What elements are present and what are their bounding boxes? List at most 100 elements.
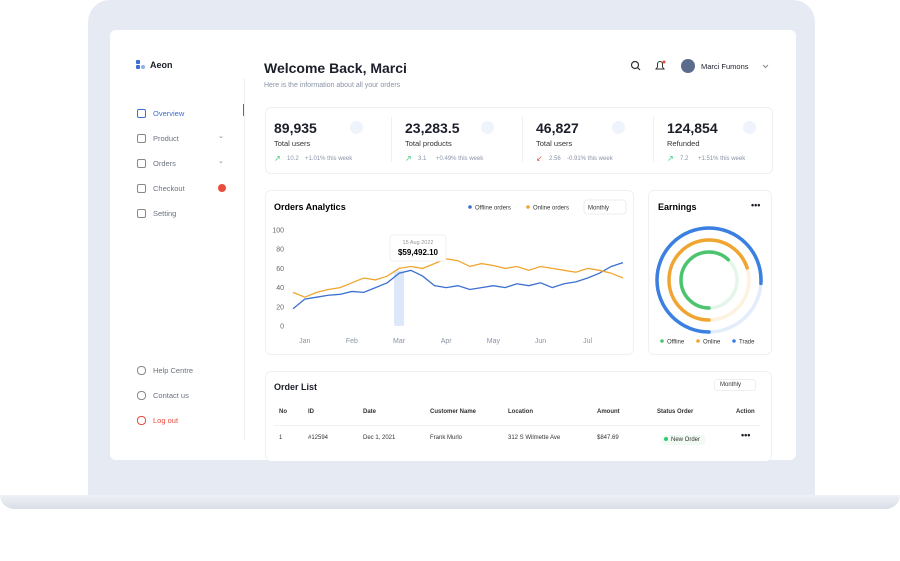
table-cell: Dec 1, 2021: [363, 435, 396, 441]
tooltip: [389, 234, 447, 262]
table-cell: #12594: [308, 435, 329, 441]
chevron: ⌄: [218, 133, 224, 140]
y-tick-label: 0: [280, 324, 284, 331]
status-dot: [664, 437, 668, 441]
menu-item[interactable]: Overview: [153, 109, 185, 118]
ring-arc: [679, 250, 739, 310]
legend-label: Trade: [739, 340, 755, 346]
column-header: Status Order: [657, 409, 694, 415]
column-header: Location: [508, 409, 533, 415]
stat-week: +1.01% this week: [305, 156, 353, 162]
divider: [653, 117, 654, 162]
brand: Aeon: [150, 60, 173, 70]
header-icons: [630, 59, 769, 73]
menu-icon: [137, 184, 146, 193]
stat-value: 124,854: [667, 120, 718, 136]
column-header: Action: [736, 409, 755, 415]
x-tick-label: Apr: [441, 338, 453, 345]
menu-item[interactable]: Setting: [153, 209, 177, 218]
series-line: [292, 262, 624, 310]
legend-label: Online orders: [533, 206, 569, 212]
menu-item[interactable]: Help Centre: [153, 366, 194, 375]
column-header: Date: [363, 409, 377, 415]
table-cell: $847.69: [597, 435, 619, 441]
legend-label: Offline: [667, 340, 685, 346]
order-title: Order List: [274, 382, 318, 392]
chart-title: Orders Analytics: [274, 202, 346, 212]
analytics-card: [265, 190, 634, 355]
chart-filter: Monthly: [588, 206, 609, 212]
column-header: ID: [308, 409, 314, 415]
menu-item[interactable]: Log out: [153, 416, 179, 425]
subtitle: Here is the information about all your o…: [264, 82, 401, 89]
legend-label: Offline orders: [475, 206, 511, 212]
ring-arc: [655, 226, 763, 334]
welcome-title: Welcome Back, Marci: [264, 60, 407, 76]
menu-item[interactable]: Orders: [153, 159, 176, 168]
stat-change: 10.2: [287, 156, 299, 162]
trend-arrow: ↗: [274, 154, 281, 163]
order-card: [265, 371, 772, 461]
stat-week: -0.91% this week: [567, 156, 613, 162]
legend-label: Online: [703, 340, 721, 346]
x-tick-label: Jan: [299, 338, 310, 345]
y-tick-label: 40: [276, 285, 284, 292]
stats-card: [265, 107, 773, 174]
menu-item[interactable]: Checkout: [153, 184, 185, 193]
stat-icon: [612, 121, 625, 134]
y-tick-label: 60: [276, 266, 284, 273]
divider: [244, 78, 245, 440]
action-menu[interactable]: •••: [741, 430, 751, 440]
stat-label: Total users: [274, 139, 311, 148]
trend-arrow: ↗: [405, 154, 412, 163]
y-tick-label: 80: [276, 247, 284, 254]
stat-value: 46,827: [536, 120, 579, 136]
menu-icon: [137, 109, 146, 118]
menu-icon: [137, 209, 146, 218]
earnings-menu[interactable]: •••: [751, 200, 761, 210]
menu-icon: [137, 159, 146, 168]
stat-change: 7.2: [680, 156, 689, 162]
x-tick-label: Jul: [583, 338, 592, 345]
highlight-band: [394, 270, 405, 326]
divider: [522, 117, 523, 162]
stat-label: Total products: [405, 139, 452, 148]
stat-label: Refunded: [667, 139, 700, 148]
badge: [218, 184, 226, 192]
stat-icon: [350, 121, 363, 134]
legend-dot: [696, 339, 700, 343]
column-header: No: [279, 409, 287, 415]
chart-title: Earnings: [658, 202, 697, 212]
order-filter[interactable]: Monthly: [714, 379, 757, 391]
trend-arrow: ↙: [536, 154, 543, 163]
table-cell: Frank Murlo: [430, 435, 463, 441]
menu-icon: [137, 366, 146, 375]
menu-item[interactable]: Contact us: [153, 391, 189, 400]
chevron: ⌄: [218, 158, 224, 165]
column-header: Customer Name: [430, 409, 477, 415]
x-tick-label: Jun: [535, 338, 546, 345]
legend-dot: [732, 339, 736, 343]
legend-dot: [468, 205, 472, 209]
laptop-base: [0, 495, 900, 509]
logo: [136, 60, 145, 69]
table-cell: 1: [279, 435, 283, 441]
ring-arc: [667, 238, 751, 322]
menu-item[interactable]: Product: [153, 134, 179, 143]
filter-box: [583, 199, 627, 215]
user-name[interactable]: Marci Fumons: [701, 62, 749, 71]
y-tick-label: 100: [272, 228, 284, 235]
trend-arrow: ↗: [667, 154, 674, 163]
menu-icon: [137, 391, 146, 400]
status-pill: New Order: [661, 435, 707, 445]
series-line: [292, 258, 624, 298]
stat-value: 89,935: [274, 120, 317, 136]
stat-change: 3.1: [418, 156, 427, 162]
stat-label: Total users: [536, 139, 573, 148]
divider: [391, 117, 392, 162]
stat-week: +0.49% this week: [436, 156, 484, 162]
y-tick-label: 20: [276, 304, 284, 311]
legend-dot: [660, 339, 664, 343]
